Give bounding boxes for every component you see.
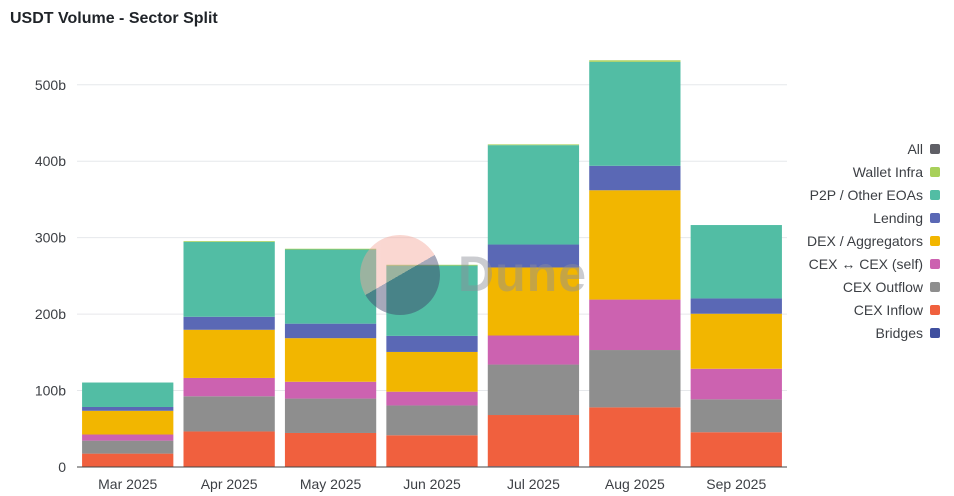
legend-item[interactable]: P2P / Other EOAs xyxy=(807,183,940,206)
bar-segment xyxy=(487,415,580,467)
bar-segment xyxy=(386,264,478,266)
bar-segment xyxy=(82,410,174,435)
legend-item[interactable]: CEX ↔ CEX (self) xyxy=(807,252,940,275)
bar-segment xyxy=(487,267,580,336)
bar-segment xyxy=(589,350,681,408)
bar-segment xyxy=(386,435,478,467)
bar-segment xyxy=(284,338,377,382)
bar-segment xyxy=(589,61,681,166)
bar-segment xyxy=(183,241,275,317)
bar-segment xyxy=(690,298,782,314)
bar-segment xyxy=(82,382,174,407)
legend-label: Bridges xyxy=(875,325,923,342)
x-tick-label: Mar 2025 xyxy=(98,476,157,492)
bar-segment xyxy=(386,265,478,336)
legend-swatch xyxy=(930,166,940,177)
bar-segment xyxy=(183,241,275,242)
legend-swatch xyxy=(930,259,940,270)
y-tick-label: 100b xyxy=(35,383,66,399)
legend-swatch xyxy=(930,328,940,339)
x-tick-label: Jun 2025 xyxy=(403,476,461,492)
chart-title: USDT Volume - Sector Split xyxy=(10,10,218,27)
legend-label: CEX ↔ CEX (self) xyxy=(808,256,923,273)
bar-segment xyxy=(487,144,580,146)
bar-segment xyxy=(589,407,681,467)
bar-segment xyxy=(284,432,377,467)
bar-segment xyxy=(589,190,681,300)
bar-segment xyxy=(386,405,478,436)
bar-segment xyxy=(386,351,478,392)
bar-segment xyxy=(589,299,681,351)
legend-item[interactable]: All xyxy=(807,137,940,160)
legend-swatch xyxy=(930,189,940,200)
legend-swatch xyxy=(930,143,940,154)
bar-segment xyxy=(589,165,681,191)
bar-segment xyxy=(690,432,782,467)
bar-segment xyxy=(82,453,174,467)
y-tick-label: 0 xyxy=(58,459,66,475)
legend-label: DEX / Aggregators xyxy=(807,232,923,249)
bar-segment xyxy=(82,434,174,441)
legend-label: Lending xyxy=(873,209,923,226)
legend-item[interactable]: Wallet Infra xyxy=(807,160,940,183)
bar-segment xyxy=(183,316,275,330)
bar-segment xyxy=(589,60,681,62)
bar-segment xyxy=(487,145,580,245)
x-tick-label: Aug 2025 xyxy=(605,476,665,492)
bar-segment xyxy=(284,398,377,433)
bar-segment xyxy=(82,440,174,454)
bar-segment xyxy=(183,396,275,432)
bar-segment xyxy=(386,335,478,352)
x-tick-label: Sep 2025 xyxy=(706,476,766,492)
y-tick-label: 500b xyxy=(35,77,66,93)
bar-segment xyxy=(690,399,782,433)
y-tick-label: 200b xyxy=(35,306,66,322)
legend-label: CEX Inflow xyxy=(853,302,923,319)
legend-item[interactable]: Bridges xyxy=(807,322,940,345)
bar-segment xyxy=(284,323,377,339)
bar-segment xyxy=(386,391,478,406)
x-tick-label: May 2025 xyxy=(300,476,362,492)
legend-label: Wallet Infra xyxy=(852,163,923,180)
legend-label: All xyxy=(907,140,923,157)
legend-swatch xyxy=(930,282,940,293)
bar-segment xyxy=(487,364,580,416)
bar-segment xyxy=(690,313,782,369)
bar-segment xyxy=(183,329,275,378)
legend-item[interactable]: Lending xyxy=(807,206,940,229)
y-tick-label: 400b xyxy=(35,153,66,169)
y-tick-label: 300b xyxy=(35,230,66,246)
chart-legend: All Wallet Infra P2P / Other EOAs Lending DE… xyxy=(807,137,940,345)
bar-segment xyxy=(183,431,275,467)
bar-segment xyxy=(487,335,580,365)
x-tick-label: Apr 2025 xyxy=(201,476,258,492)
legend-item[interactable]: DEX / Aggregators xyxy=(807,229,940,252)
legend-label: P2P / Other EOAs xyxy=(809,186,923,203)
bar-segment xyxy=(284,249,377,324)
bar-segment xyxy=(82,406,174,411)
x-tick-label: Jul 2025 xyxy=(507,476,560,492)
legend-item[interactable]: CEX Inflow xyxy=(807,299,940,322)
bar-segment xyxy=(183,377,275,397)
bar-segment xyxy=(690,225,782,299)
legend-label: CEX Outflow xyxy=(842,279,923,296)
legend-item[interactable]: CEX Outflow xyxy=(807,276,940,299)
bar-segment xyxy=(487,244,580,268)
legend-swatch xyxy=(930,212,940,223)
bar-segment xyxy=(284,248,377,250)
legend-swatch xyxy=(930,305,940,316)
bar-segment xyxy=(284,381,377,399)
legend-swatch xyxy=(930,235,940,246)
bar-segment xyxy=(690,368,782,400)
